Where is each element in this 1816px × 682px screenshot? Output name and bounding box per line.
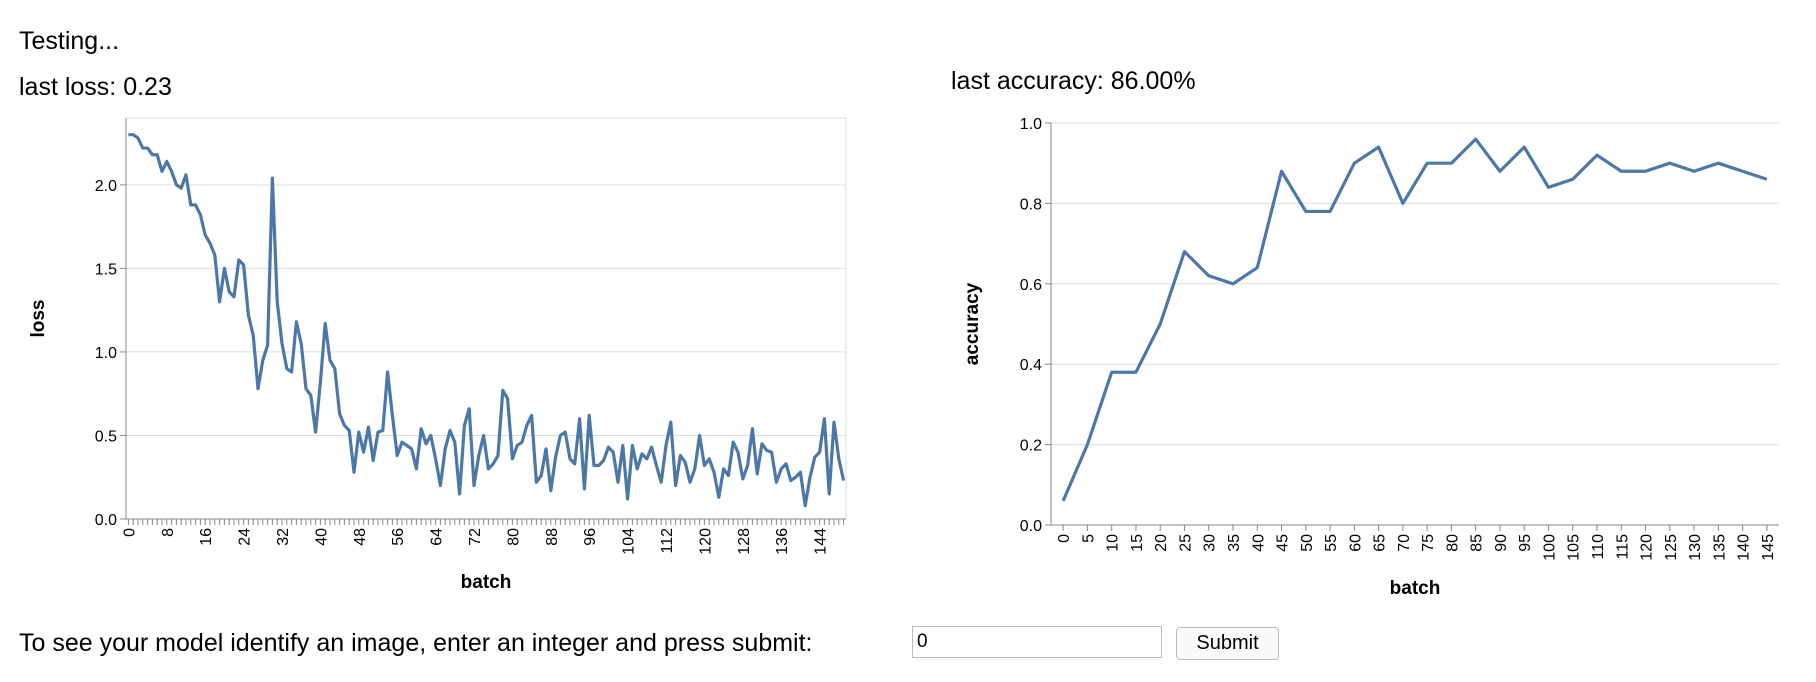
x-tick-label: 88 [544, 528, 561, 546]
x-tick-label: 25 [1177, 534, 1194, 552]
x-tick-label: 64 [429, 528, 446, 546]
x-tick-label: 5 [1080, 534, 1097, 543]
x-tick-label: 8 [160, 528, 177, 537]
x-tick-label: 80 [1444, 534, 1461, 552]
x-axis-title: batch [1390, 578, 1441, 599]
x-tick-label: 96 [582, 528, 599, 546]
y-tick-label: 0.4 [1020, 357, 1042, 374]
x-tick-label: 120 [1639, 534, 1656, 561]
x-tick-label: 50 [1299, 534, 1316, 552]
x-tick-label: 145 [1760, 534, 1777, 561]
submit-button[interactable]: Submit [1176, 627, 1279, 660]
x-tick-label: 120 [697, 528, 714, 555]
x-tick-label: 55 [1323, 534, 1340, 552]
y-tick-label: 1.0 [95, 345, 117, 362]
y-tick-label: 0.0 [95, 512, 117, 529]
x-tick-label: 125 [1663, 534, 1680, 561]
prompt: To see your model identify an image, ent… [19, 629, 813, 657]
y-tick-label: 1.5 [95, 261, 117, 278]
y-tick-label: 0.8 [1020, 196, 1042, 213]
x-tick-label: 65 [1372, 534, 1389, 552]
x-tick-label: 40 [1250, 534, 1267, 552]
x-tick-label: 85 [1469, 534, 1486, 552]
x-tick-label: 90 [1493, 534, 1510, 552]
x-tick-label: 105 [1566, 534, 1583, 561]
x-tick-label: 115 [1614, 534, 1631, 560]
x-tick-label: 60 [1347, 534, 1364, 552]
loss-line [128, 133, 846, 508]
x-tick-label: 135 [1711, 534, 1728, 561]
y-tick-label: 0.5 [95, 428, 117, 445]
y-axis-title: loss [28, 299, 49, 337]
x-tick-label: 75 [1420, 534, 1437, 552]
x-tick-label: 32 [275, 528, 292, 546]
y-tick-label: 0.0 [1020, 518, 1042, 535]
y-tick-label: 0.2 [1020, 438, 1042, 455]
x-tick-label: 45 [1275, 534, 1292, 552]
x-tick-label: 16 [198, 528, 215, 546]
x-tick-label: 56 [390, 528, 407, 546]
x-tick-label: 140 [1736, 534, 1753, 561]
x-tick-label: 24 [237, 528, 254, 546]
x-tick-label: 48 [352, 528, 369, 546]
x-tick-label: 104 [621, 528, 638, 555]
x-tick-label: 40 [313, 528, 330, 546]
y-axis-title: accuracy [962, 282, 983, 365]
loss-line [1061, 137, 1768, 502]
x-tick-label: 70 [1396, 534, 1413, 552]
x-tick-label: 110 [1590, 534, 1607, 560]
y-tick-label: 0.6 [1020, 277, 1042, 294]
x-tick-label: 0 [121, 528, 138, 537]
x-tick-label: 130 [1687, 534, 1704, 561]
status: Testing... [19, 27, 120, 55]
x-tick-label: 30 [1202, 534, 1219, 552]
last-loss: last loss: 0.23 [19, 73, 172, 101]
integer-input[interactable] [912, 626, 1162, 658]
x-axis-title: batch [461, 572, 512, 593]
x-tick-label: 136 [774, 528, 791, 555]
x-tick-label: 20 [1153, 534, 1170, 552]
x-tick-label: 100 [1541, 534, 1558, 561]
x-tick-label: 144 [813, 528, 830, 555]
last-accuracy: last accuracy: 86.00% [951, 67, 1196, 95]
x-tick-label: 112 [659, 528, 676, 554]
x-tick-label: 95 [1517, 534, 1534, 552]
x-tick-label: 35 [1226, 534, 1243, 552]
x-tick-label: 72 [467, 528, 484, 546]
y-tick-label: 2.0 [95, 178, 117, 195]
x-tick-label: 15 [1129, 534, 1146, 552]
x-tick-label: 80 [505, 528, 522, 546]
y-tick-label: 1.0 [1020, 116, 1042, 133]
x-tick-label: 0 [1056, 534, 1073, 543]
x-tick-label: 128 [736, 528, 753, 555]
x-tick-label: 10 [1105, 534, 1122, 552]
